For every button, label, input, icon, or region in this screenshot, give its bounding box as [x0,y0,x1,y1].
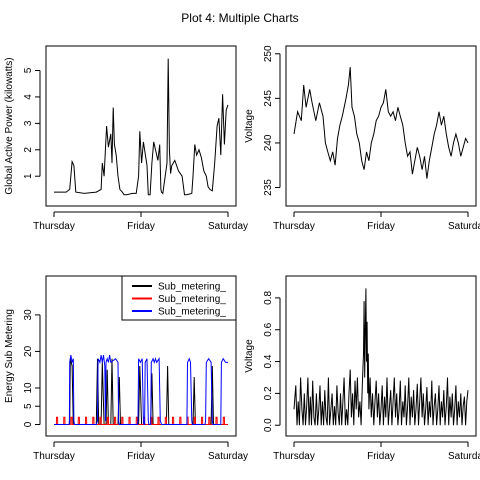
y-tick-label: 0.0 [263,418,274,432]
y-tick-label: 4 [23,94,34,100]
chart-panel-bottom-right: 0.0 0.2 0.4 0.6 0.8 Voltage Thursday Friday Satu… [244,275,480,462]
y-axis: 0.0 0.2 0.4 0.6 0.8 Voltage [244,291,281,432]
y-tick-label: 245 [263,90,274,107]
y-tick-label: 10 [23,382,34,394]
y-tick-label: 235 [263,179,274,196]
y-tick-label: 20 [23,345,34,357]
y-tick-label: 0.6 [263,322,274,336]
y-tick-label: 5 [23,403,34,409]
plot-frame [285,45,477,207]
y-axis: 235 240 245 250 Voltage [244,45,281,196]
x-tick-label: Saturday [208,221,248,232]
series-line-3 [54,355,228,425]
y-axis-label: Energy Sub Metering [4,309,15,403]
y-axis: 0 5 10 20 30 Energy Sub Metering [4,309,41,427]
y-tick-label: 0 [23,421,34,427]
y-axis-label: Voltage [244,109,255,143]
x-tick-label: Thursday [273,221,315,232]
y-axis-label: Voltage [244,339,255,373]
legend-entry-label: Sub_metering_ [158,294,226,305]
y-tick-label: 240 [263,134,274,151]
series-line-1 [54,358,228,425]
x-tick-label: Thursday [33,451,75,462]
x-tick-label: Saturday [448,221,480,232]
chart-panel-top-right: 235 240 245 250 Voltage Thursday Friday Saturda… [244,45,480,232]
plot-frame [285,275,477,437]
x-axis: Thursday Friday Saturday [33,441,248,462]
x-tick-label: Friday [127,221,155,232]
y-tick-label: 250 [263,45,274,62]
series-line-1 [54,58,229,196]
legend-box [121,275,237,321]
panels: 1 2 3 4 5 Global Active Power (kilowatts) Thur… [4,45,480,462]
x-axis: Thursday Friday Saturday [33,211,248,232]
chart-panel-top-left: 1 2 3 4 5 Global Active Power (kilowatts) Thur… [4,45,248,232]
y-tick-label: 0.2 [263,386,274,400]
x-tick-label: Thursday [33,221,75,232]
y-tick-label: 2 [23,147,34,153]
y-axis: 1 2 3 4 5 Global Active Power (kilowatts) [4,57,41,195]
x-axis: Thursday Friday Saturday [273,211,480,232]
x-tick-label: Friday [127,451,155,462]
y-tick-label: 0.8 [263,291,274,305]
x-tick-label: Saturday [448,451,480,462]
series-line-1 [293,67,469,179]
y-tick-label: 30 [23,309,34,321]
legend-entry-label: Sub_metering_ [158,282,226,293]
legend-entry-label: Sub_metering_ [158,307,226,318]
y-tick-label: 0.4 [263,354,274,368]
y-tick-label: 5 [23,67,34,73]
chart-panel-bottom-left: 0 5 10 20 30 Energy Sub Metering Thursday Frida… [4,275,248,462]
y-tick-label: 3 [23,120,34,126]
x-tick-label: Thursday [273,451,315,462]
figure-title: Plot 4: Multiple Charts [181,11,298,25]
series-line-1 [293,288,469,426]
x-tick-label: Saturday [208,451,248,462]
y-tick-label: 1 [23,173,34,179]
x-tick-label: Friday [367,221,395,232]
plot-frame [45,45,237,207]
x-tick-label: Friday [367,451,395,462]
legend: Sub_metering_Sub_metering_Sub_metering_ [121,275,237,321]
x-axis: Thursday Friday Saturday [273,441,480,462]
y-axis-label: Global Active Power (kilowatts) [4,57,15,194]
